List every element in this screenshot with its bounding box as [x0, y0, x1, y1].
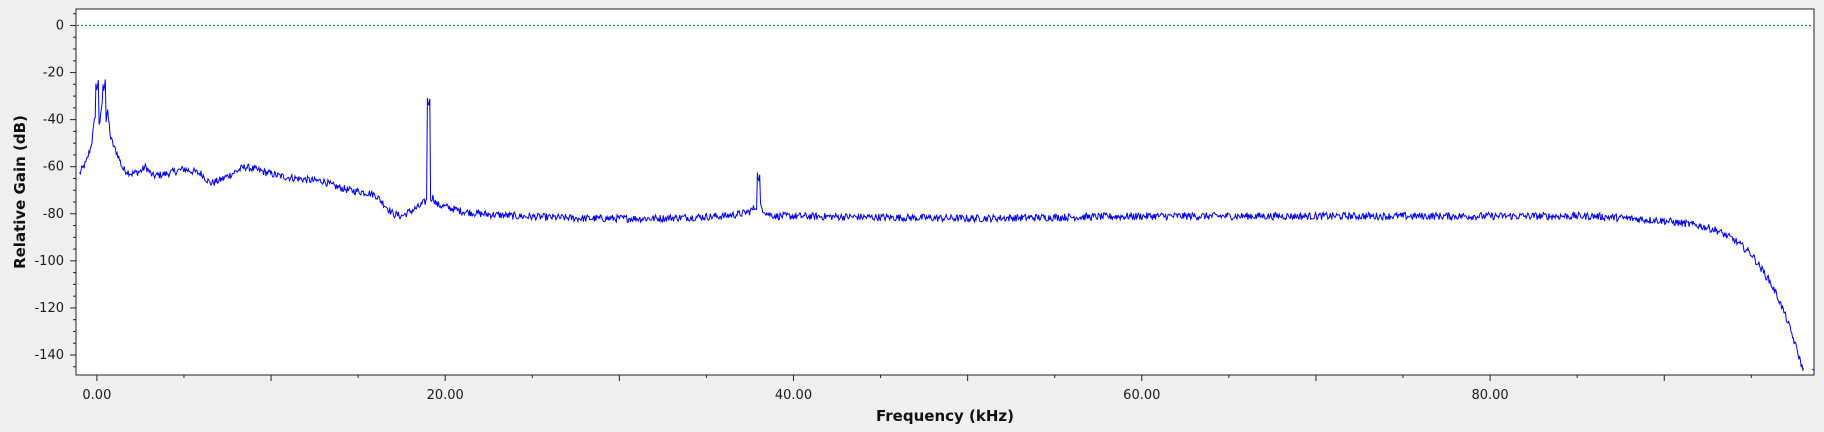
- y-tick-label: -140: [34, 348, 64, 363]
- x-axis: 0.00 20.00 40.00 60.00 80.00: [82, 375, 1752, 403]
- y-tick-label: -80: [43, 207, 64, 222]
- x-tick-label: 20.00: [427, 388, 464, 403]
- y-tick-label: -100: [34, 254, 64, 269]
- y-tick-label: 0: [56, 18, 64, 33]
- x-tick-label: 40.00: [775, 388, 812, 403]
- y-tick-label: -120: [34, 301, 64, 316]
- y-tick-label: -40: [43, 113, 64, 128]
- x-tick-label: 0.00: [82, 388, 111, 403]
- y-axis-title: Relative Gain (dB): [11, 115, 29, 269]
- x-axis-title: Frequency (kHz): [876, 407, 1014, 425]
- y-tick-label: -60: [43, 160, 64, 175]
- y-axis: 0 -20 -40 -60 -80 -100 -120 -140: [34, 13, 76, 368]
- trace-tail: [1812, 368, 1815, 371]
- x-tick-label: 80.00: [1471, 388, 1508, 403]
- plot-area[interactable]: [75, 8, 1815, 376]
- gain-trace: [79, 79, 1805, 372]
- x-tick-label: 60.00: [1123, 388, 1160, 403]
- y-tick-label: -20: [43, 66, 64, 81]
